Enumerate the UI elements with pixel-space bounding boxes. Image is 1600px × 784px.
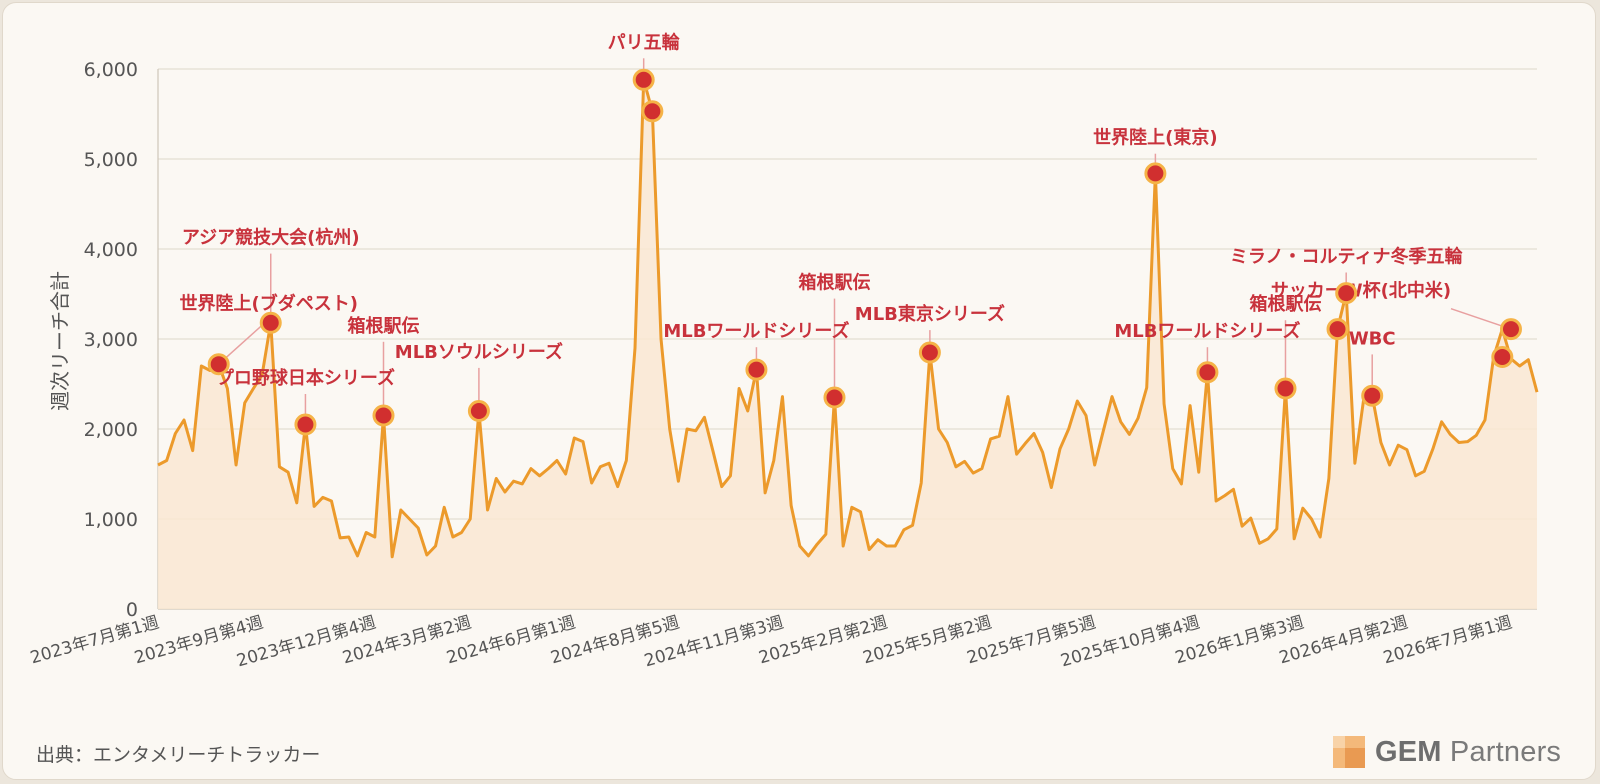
y-tick-label: 0	[126, 599, 138, 621]
annotation-label: 世界陸上(東京)	[1093, 127, 1217, 149]
annotation-label: MLBワールドシリーズ	[1114, 320, 1300, 342]
event-marker	[918, 341, 941, 364]
area-fill	[158, 79, 1537, 610]
annotation-label: サッカーW杯(北中米)	[1271, 280, 1451, 302]
y-tick-label: 3,000	[84, 329, 138, 351]
y-tick-label: 2,000	[84, 419, 138, 441]
event-marker	[372, 404, 395, 427]
logo-mark-icon	[1333, 736, 1365, 768]
gem-partners-logo: GEM Partners	[1333, 735, 1561, 769]
event-marker	[641, 100, 664, 123]
event-marker	[1196, 361, 1219, 384]
annotation-label: 箱根駅伝	[1249, 293, 1321, 315]
event-marker	[1499, 318, 1522, 341]
line-area-chart: 01,0002,0003,0004,0005,0006,000週次リーチ合計20…	[28, 31, 1539, 671]
annotation-label: ミラノ・コルティナ冬季五輪	[1230, 246, 1464, 268]
y-axis-title: 週次リーチ合計	[48, 271, 72, 411]
annotation-label: WBC	[1349, 328, 1396, 349]
y-tick-label: 4,000	[84, 239, 138, 261]
event-marker	[1335, 282, 1358, 305]
annotation-label: アジア競技大会(杭州)	[182, 227, 360, 249]
event-marker	[1326, 318, 1349, 341]
annotation-label: MLBワールドシリーズ	[663, 320, 849, 342]
logo-text: GEM Partners	[1375, 735, 1562, 768]
annotation-label: MLBソウルシリーズ	[395, 341, 563, 363]
event-marker	[1144, 162, 1167, 185]
event-marker	[1491, 346, 1514, 368]
event-marker	[207, 353, 230, 376]
event-marker	[823, 386, 846, 409]
series-line	[157, 78, 1539, 559]
y-tick-label: 5,000	[84, 149, 138, 171]
event-marker	[259, 311, 282, 334]
y-tick-label: 1,000	[84, 509, 138, 531]
annotation-leader-line	[218, 318, 270, 365]
annotation-label: 箱根駅伝	[798, 272, 870, 294]
event-marker	[632, 68, 655, 91]
event-marker	[467, 400, 490, 422]
annotation-label: 箱根駅伝	[347, 315, 419, 337]
annotation-label: MLB東京シリーズ	[855, 303, 1005, 325]
y-tick-label: 6,000	[84, 59, 138, 81]
event-marker	[1361, 384, 1384, 407]
annotation-label: パリ五輪	[608, 31, 681, 53]
annotation-label: プロ野球日本シリーズ	[216, 367, 395, 389]
source-caption: 出典：エンタメリーチトラッカー	[36, 744, 321, 766]
event-marker	[1274, 377, 1297, 400]
annotation-label: 世界陸上(ブダペスト)	[179, 292, 357, 314]
event-marker	[294, 413, 317, 436]
event-marker	[745, 358, 768, 381]
